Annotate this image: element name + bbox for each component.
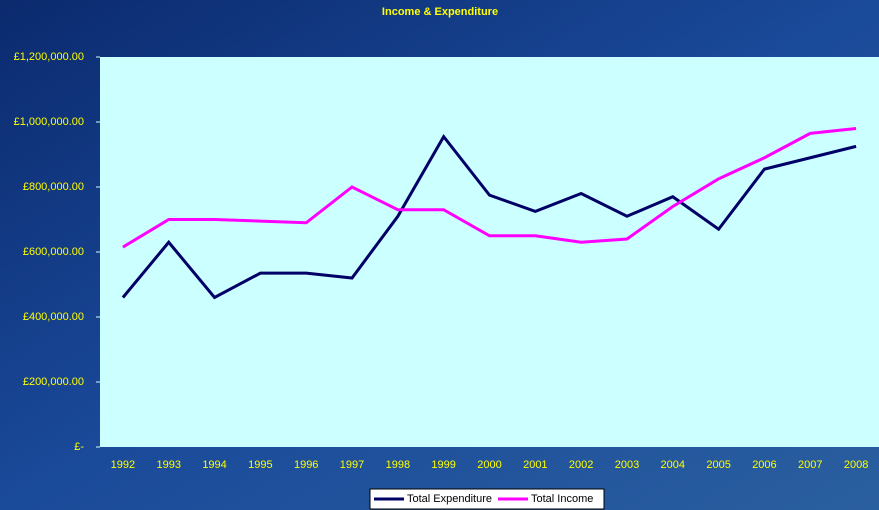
series-line [121, 133, 857, 300]
x-tick-label: 2003 [615, 459, 639, 471]
x-tick-label: 2008 [844, 459, 868, 471]
x-tick-label: 1994 [202, 459, 226, 471]
x-tick-label: 1998 [386, 459, 410, 471]
x-tick-label: 2007 [798, 459, 822, 471]
legend-box [369, 488, 605, 510]
y-tick-label: £- [74, 441, 84, 453]
y-tick-label: £600,000.00 [23, 246, 84, 258]
x-tick-label: 1995 [248, 459, 272, 471]
x-tick-label: 2005 [706, 459, 730, 471]
x-tick-label: 2001 [523, 459, 547, 471]
y-tick-label: £800,000.00 [23, 181, 84, 193]
y-tick-label: £1,200,000.00 [14, 51, 84, 63]
x-tick-label: 2004 [661, 459, 685, 471]
x-tick-label: 2002 [569, 459, 593, 471]
legend-label: Total Expenditure [407, 493, 492, 505]
x-tick-label: 2006 [752, 459, 776, 471]
plot-area [100, 57, 879, 447]
legend-label: Total Income [531, 493, 593, 505]
x-tick-label: 1999 [431, 459, 455, 471]
x-tick-label: 1992 [111, 459, 135, 471]
y-tick-label: £400,000.00 [23, 311, 84, 323]
y-tick-label: £200,000.00 [23, 376, 84, 388]
x-tick-label: 1997 [340, 459, 364, 471]
x-tick-label: 2000 [477, 459, 501, 471]
x-tick-label: 1996 [294, 459, 318, 471]
chart-title: Income & Expenditure [382, 6, 498, 18]
y-tick-label: £1,000,000.00 [14, 116, 84, 128]
series-line [122, 127, 857, 249]
x-tick-label: 1993 [156, 459, 180, 471]
